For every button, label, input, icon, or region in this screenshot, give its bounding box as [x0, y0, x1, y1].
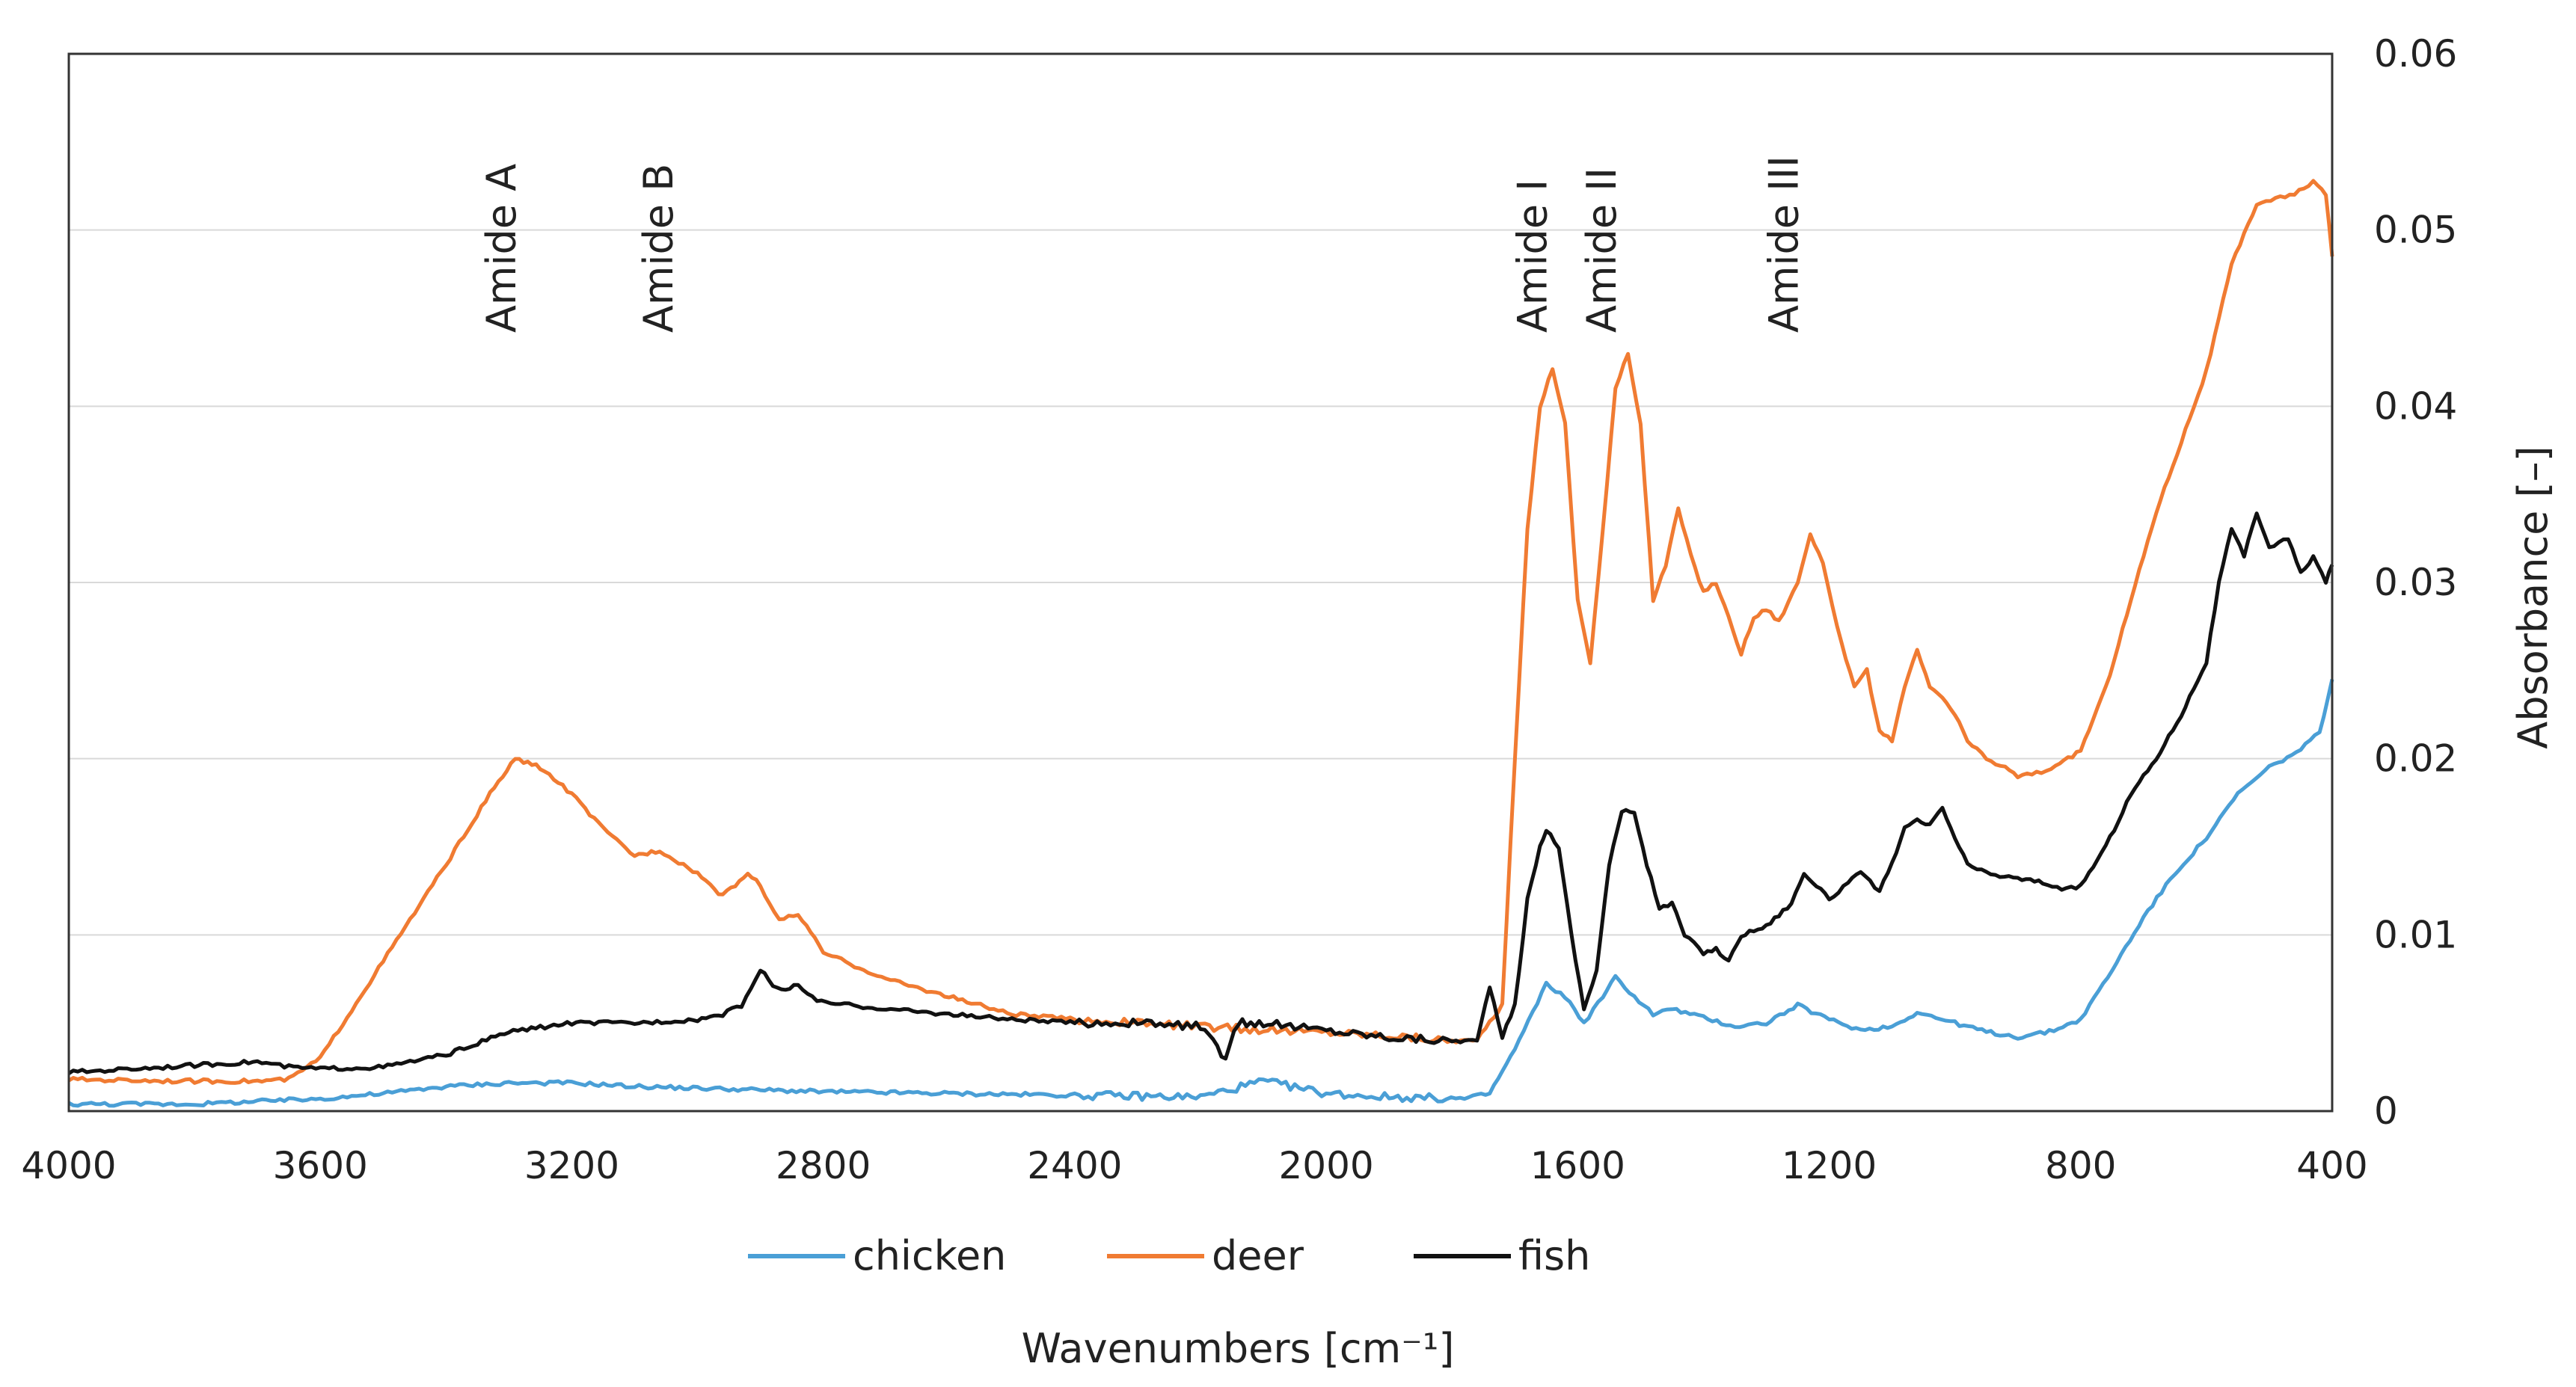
x-tick-label: 1600	[1530, 1144, 1625, 1187]
x-tick-label: 800	[2045, 1144, 2116, 1187]
x-tick-label: 2000	[1278, 1144, 1373, 1187]
series-line-deer	[67, 179, 2334, 1085]
legend-label-deer: deer	[1212, 1232, 1304, 1279]
y-tick-label: 0.05	[2374, 209, 2457, 252]
x-axis-ticks: 4000 3600 3200 2800 2400 2000 1600 1200 800 400	[21, 1144, 2367, 1187]
series-layer	[67, 179, 2334, 1108]
y-axis-ticks: 0 0.01 0.02 0.03 0.04 0.05 0.06	[2374, 32, 2457, 1133]
annotation-layer: Amide A Amide B Amide I Amide II Amide III	[478, 156, 1808, 333]
legend-label-chicken: chicken	[853, 1232, 1006, 1279]
annotation-label: Amide A	[478, 164, 525, 333]
y-tick-label: 0.06	[2374, 32, 2457, 76]
x-tick-label: 4000	[21, 1144, 116, 1187]
y-axis-title: Absorbance [–]	[2509, 446, 2557, 748]
x-tick-label: 3600	[273, 1144, 368, 1187]
x-tick-label: 1200	[1782, 1144, 1877, 1187]
y-tick-label: 0	[2374, 1089, 2398, 1133]
x-tick-label: 2800	[776, 1144, 871, 1187]
grid-layer	[69, 53, 2332, 1112]
y-tick-label: 0.02	[2374, 737, 2457, 781]
y-tick-label: 0.03	[2374, 561, 2457, 604]
x-tick-label: 400	[2296, 1144, 2367, 1187]
annotation-label: Amide B	[635, 164, 682, 333]
annotation-label: Amide III	[1761, 156, 1808, 333]
y-tick-label: 0.01	[2374, 913, 2457, 956]
annotation-label: Amide I	[1509, 179, 1556, 333]
legend: chicken deer fish	[748, 1232, 1590, 1279]
x-tick-label: 3200	[524, 1144, 619, 1187]
x-axis-title: Wavenumbers [cm⁻¹]	[1022, 1325, 1455, 1372]
plot-frame	[67, 52, 2334, 1113]
legend-label-fish: fish	[1518, 1232, 1590, 1279]
series-line-fish	[67, 511, 2334, 1075]
y-tick-label: 0.04	[2374, 384, 2457, 428]
annotation-label: Amide II	[1578, 167, 1625, 333]
x-tick-label: 2400	[1027, 1144, 1122, 1187]
series-line-chicken	[67, 679, 2334, 1108]
